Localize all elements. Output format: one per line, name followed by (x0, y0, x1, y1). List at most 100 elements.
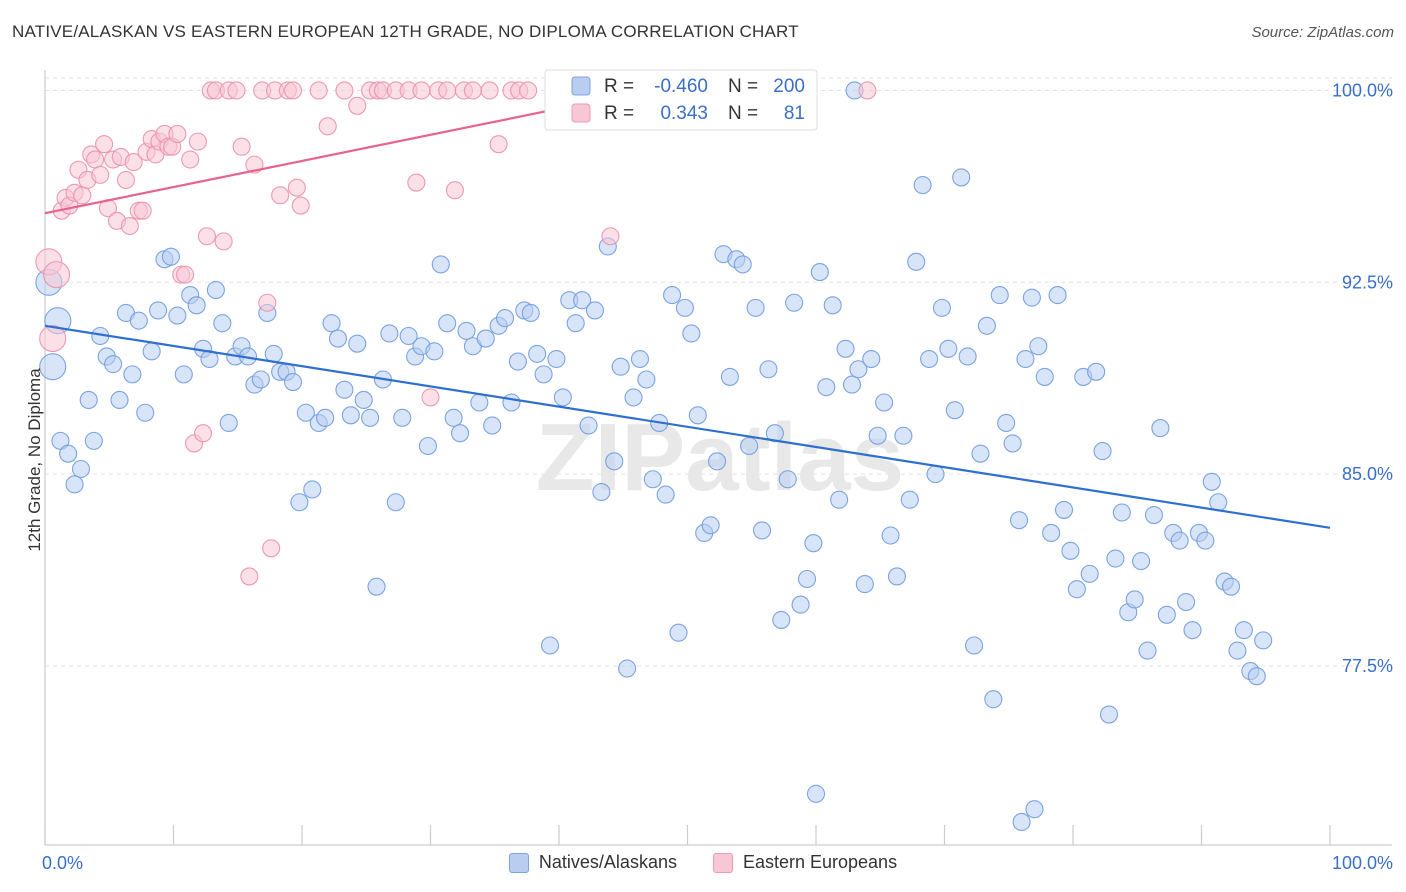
natives-alaskans-point (907, 252, 926, 271)
natives-alaskans-point (39, 353, 67, 381)
eastern-europeans-point (258, 293, 277, 312)
natives-alaskans-point (328, 329, 348, 348)
natives-alaskans-point (887, 567, 907, 586)
natives-alaskans-point (932, 298, 951, 317)
natives-alaskans-point (823, 296, 842, 315)
eastern-europeans-point (181, 150, 200, 169)
eastern-europeans-point (116, 170, 136, 190)
natives-alaskans-point (746, 298, 765, 317)
natives-alaskans-point (219, 413, 238, 433)
natives-alaskans-point (59, 444, 78, 463)
natives-alaskans-point (585, 301, 605, 320)
natives-alaskans-point (624, 388, 643, 407)
natives-alaskans-point (785, 293, 804, 312)
natives-alaskans-point (521, 303, 540, 323)
natives-alaskans-point (849, 360, 868, 379)
legend-pink-r-value: 0.343 (660, 103, 708, 124)
eastern-europeans-point (133, 201, 152, 220)
eastern-europeans-point (262, 539, 281, 558)
natives-alaskans-point (765, 424, 784, 443)
eastern-europeans-point (39, 325, 67, 353)
natives-alaskans-point (71, 459, 91, 479)
axes (44, 70, 1392, 846)
eastern-europeans-label: Eastern Europeans (742, 852, 898, 872)
natives-alaskans-point (129, 311, 148, 330)
natives-alaskans-point (656, 485, 675, 504)
natives-alaskans-point (759, 360, 778, 379)
natives-alaskans-point (136, 403, 155, 422)
natives-alaskans-point (110, 390, 129, 410)
natives-alaskans-point (900, 490, 919, 509)
natives-alaskans-point (836, 339, 855, 358)
natives-alaskans-point (206, 280, 225, 300)
eastern-europeans-point (480, 81, 499, 100)
natives-alaskans-point (1222, 577, 1241, 596)
eastern-europeans-point (858, 81, 877, 100)
natives-alaskans-point (84, 431, 103, 450)
eastern-europeans-point (407, 173, 426, 192)
natives-alaskans-point (637, 370, 656, 389)
legend-blue-n-label: N = (728, 76, 758, 97)
natives-alaskans-point (855, 575, 874, 594)
eastern-europeans-point (188, 132, 207, 151)
y-axis-label: 12th Grade, No Diploma (25, 368, 44, 552)
natives-alaskans-point (367, 577, 386, 596)
y-tick-label-0: 77.5% (1342, 656, 1393, 676)
series-eastern-europeans (35, 81, 877, 586)
bottom-legend-item-eastern-europeans[interactable]: Eastern Europeans (712, 852, 898, 873)
natives-alaskans-point (1003, 434, 1022, 453)
eastern-europeans-point (601, 227, 620, 246)
eastern-europeans-point (489, 135, 508, 154)
natives-alaskans-point (708, 452, 727, 471)
natives-alaskans-point (1125, 590, 1144, 609)
natives-alaskans-point (1228, 641, 1247, 660)
eastern-europeans-point (227, 81, 246, 100)
natives-alaskans-point (701, 516, 720, 535)
eastern-europeans-point (86, 150, 105, 169)
tick-labels: 77.5% 85.0% 92.5% 100.0% 0.0% 100.0% (42, 80, 1393, 873)
natives-alaskans-point (322, 314, 341, 333)
natives-alaskans-point (926, 465, 945, 484)
eastern-europeans-point (73, 186, 92, 205)
natives-alaskans-point (804, 534, 823, 553)
natives-alaskans-point (1112, 503, 1131, 522)
natives-alaskans-point (528, 344, 547, 363)
eastern-europeans-point (43, 261, 71, 289)
natives-alaskans-point (1247, 667, 1266, 686)
bottom-legend-item-natives[interactable]: Natives/Alaskans (508, 852, 677, 873)
natives-alaskans-point (79, 390, 98, 410)
natives-alaskans-point (348, 334, 367, 353)
eastern-europeans-swatch (712, 852, 733, 873)
eastern-europeans-point (438, 81, 457, 100)
natives-alaskans-point (1093, 442, 1112, 461)
eastern-europeans-point (176, 265, 195, 284)
natives-alaskans-point (290, 493, 309, 512)
natives-alaskans-point (740, 436, 759, 456)
natives-alaskans-point (862, 349, 881, 369)
natives-alaskans-point (1080, 564, 1099, 583)
natives-alaskans-point (778, 470, 797, 489)
eastern-europeans-point (194, 424, 213, 443)
natives-alaskans-point (920, 349, 939, 369)
natives-alaskans-point (791, 595, 810, 614)
natives-alaskans-point (386, 493, 405, 512)
natives-alaskans-point (354, 390, 373, 410)
eastern-europeans-point (91, 165, 110, 184)
natives-alaskans-point (316, 408, 335, 427)
eastern-europeans-point (421, 388, 440, 407)
natives-alaskans-point (605, 452, 624, 471)
bottom-legend: Natives/Alaskans Eastern Europeans (0, 852, 1406, 873)
natives-alaskans-point (380, 324, 399, 343)
eastern-europeans-point (519, 81, 538, 100)
natives-alaskans-point (1025, 800, 1044, 819)
y-tick-label-1: 85.0% (1342, 464, 1393, 484)
natives-alaskans-point (913, 176, 932, 195)
natives-alaskans-point (1022, 288, 1041, 307)
natives-alaskans-point (149, 301, 168, 320)
x-tick-label-end: 100.0% (1332, 853, 1393, 873)
eastern-europeans-point (335, 81, 354, 100)
natives-alaskans-point (296, 403, 315, 422)
natives-alaskans-point (810, 263, 829, 282)
natives-alaskans-point (1029, 337, 1048, 356)
